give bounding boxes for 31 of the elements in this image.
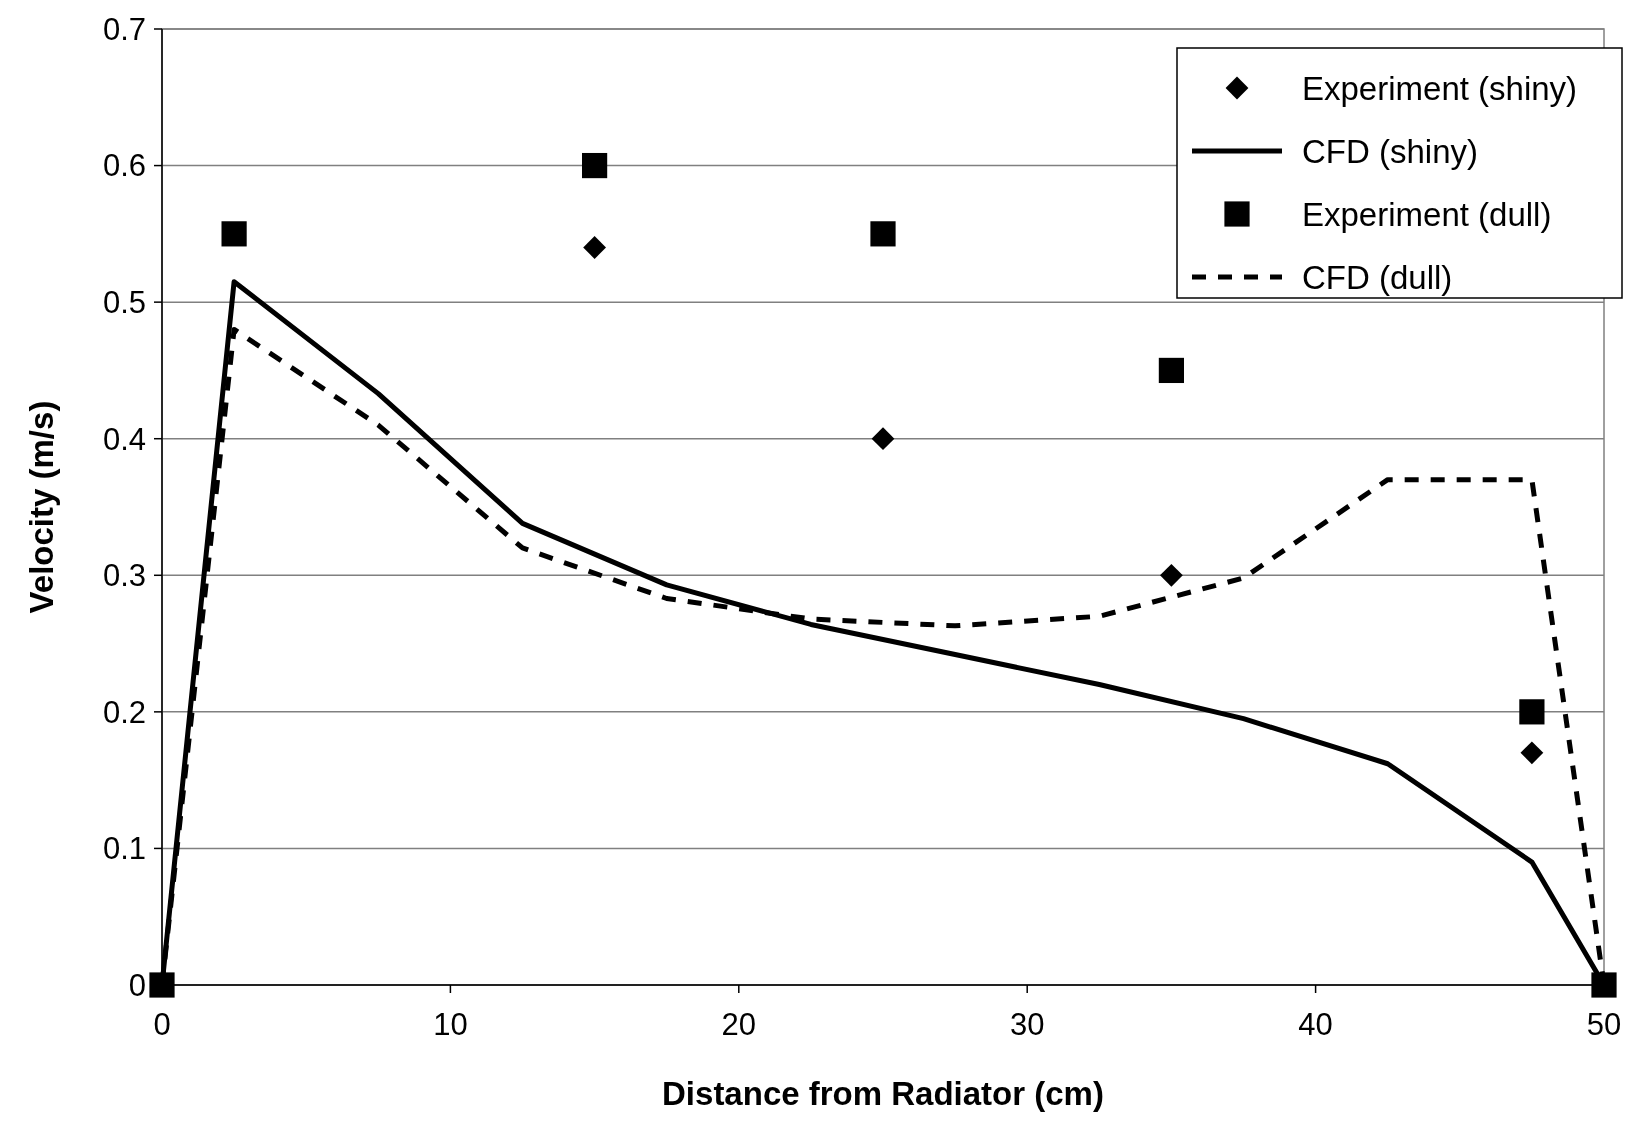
point	[583, 236, 606, 259]
legend-label: Experiment (shiny)	[1302, 69, 1578, 107]
y-tick-label: 0.1	[102, 831, 146, 867]
x-tick-label: 30	[1009, 1007, 1045, 1042]
x-tick-label: 20	[721, 1007, 757, 1042]
point	[221, 221, 247, 247]
x-tick-label: 50	[1586, 1007, 1622, 1042]
y-tick-label: 0.7	[102, 11, 146, 47]
point	[1158, 357, 1184, 384]
x-axis-title: Distance from Radiator (cm)	[662, 1075, 1104, 1112]
y-tick-label: 0.2	[102, 694, 146, 730]
y-tick-label: 0.4	[102, 421, 146, 457]
y-tick-label: 0.3	[102, 558, 146, 594]
point	[871, 427, 895, 451]
point	[1520, 741, 1544, 765]
legend-label: CFD (dull)	[1302, 258, 1453, 296]
x-tick-label: 10	[433, 1007, 468, 1042]
point	[1591, 972, 1617, 998]
point	[149, 972, 175, 998]
x-tick-label: 40	[1298, 1007, 1333, 1042]
x-tick-label: 0	[153, 1007, 171, 1042]
point	[1160, 563, 1183, 587]
y-tick-label: 0	[128, 967, 146, 1003]
point	[582, 152, 608, 179]
y-tick-label: 0.5	[102, 284, 146, 320]
legend-label: Experiment (dull)	[1302, 195, 1552, 233]
point	[1519, 699, 1545, 725]
legend-label: CFD (shiny)	[1302, 132, 1479, 170]
y-tick-label: 0.6	[102, 148, 146, 184]
y-axis-title: Velocity (m/s)	[23, 400, 60, 614]
point	[870, 221, 896, 247]
